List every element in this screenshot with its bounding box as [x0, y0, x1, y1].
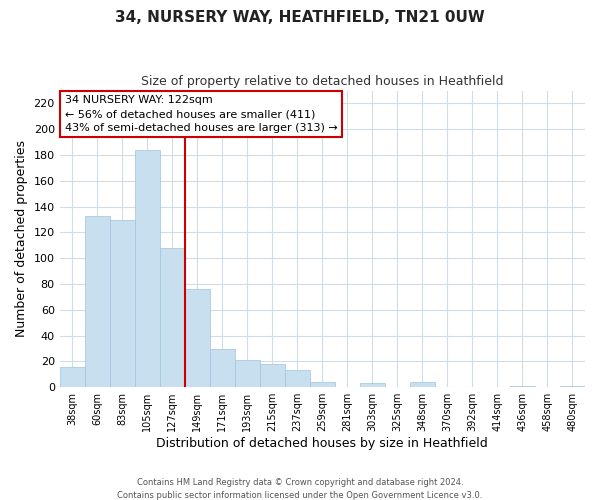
Text: 34, NURSERY WAY, HEATHFIELD, TN21 0UW: 34, NURSERY WAY, HEATHFIELD, TN21 0UW [115, 10, 485, 25]
Bar [360, 384, 385, 387]
Bar [59, 366, 85, 387]
Text: 34 NURSERY WAY: 122sqm
← 56% of detached houses are smaller (411)
43% of semi-de: 34 NURSERY WAY: 122sqm ← 56% of detached… [65, 95, 338, 133]
Bar [285, 370, 310, 387]
Bar [85, 216, 110, 387]
X-axis label: Distribution of detached houses by size in Heathfield: Distribution of detached houses by size … [157, 437, 488, 450]
Bar [310, 382, 335, 387]
Title: Size of property relative to detached houses in Heathfield: Size of property relative to detached ho… [141, 75, 503, 88]
Bar [235, 360, 260, 387]
Y-axis label: Number of detached properties: Number of detached properties [15, 140, 28, 338]
Bar [410, 382, 435, 387]
Bar [210, 348, 235, 387]
Text: Contains HM Land Registry data © Crown copyright and database right 2024.
Contai: Contains HM Land Registry data © Crown c… [118, 478, 482, 500]
Bar [560, 386, 585, 387]
Bar [510, 386, 535, 387]
Bar [135, 150, 160, 387]
Bar [110, 220, 135, 387]
Bar [260, 364, 285, 387]
Bar [160, 248, 185, 387]
Bar [185, 289, 210, 387]
